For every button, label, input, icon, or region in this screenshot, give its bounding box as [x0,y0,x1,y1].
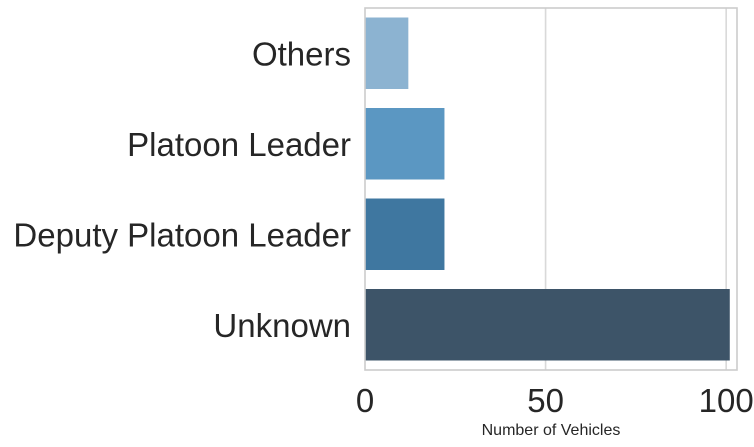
category-label: Platoon Leader [127,126,351,163]
category-label: Others [252,35,351,72]
x-tick-labels: 0 50 100 [356,382,754,419]
x-tick-label: 50 [527,382,564,419]
bar-others [365,17,409,89]
category-label: Deputy Platoon Leader [13,216,351,253]
category-label: Unknown [213,307,351,344]
bar-platoon-leader [365,108,445,180]
bar-layer [365,17,730,361]
x-tick-label: 100 [699,382,754,419]
category-labels: Others Platoon Leader Deputy Platoon Leade… [13,35,351,344]
x-axis-title: Number of Vehicles [482,422,621,439]
plot-frame [364,7,738,371]
bar-deputy-platoon-leader [365,198,445,270]
x-tick-label: 0 [356,382,374,419]
bar-unknown [365,289,730,361]
